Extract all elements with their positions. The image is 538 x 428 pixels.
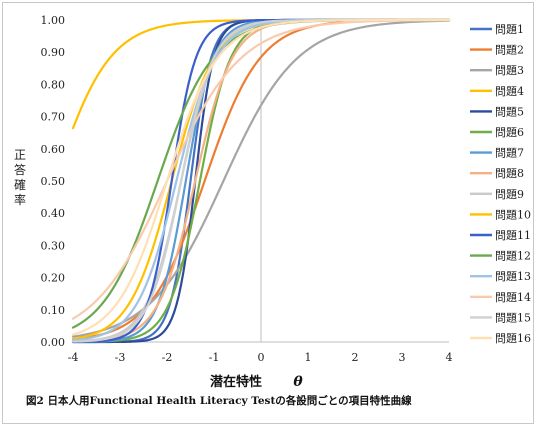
y-axis-label-char: 答 [14, 162, 26, 177]
plot-area [73, 20, 449, 343]
curves [71, 18, 451, 344]
legend-label: 問題1 [495, 23, 524, 36]
legend-label: 問題7 [495, 147, 524, 160]
legend-label: 問題11 [495, 229, 531, 242]
y-tick-label: 1.00 [41, 14, 66, 27]
x-tick-label: 3 [399, 351, 406, 364]
y-tick-label: 0.20 [41, 272, 66, 285]
legend: 問題1 問題2 問題3 問題4 問題5 問題6 問題7 問題8 問題9 問題10 問題11 問題12 問… [470, 23, 531, 345]
legend-label: 問題8 [495, 167, 524, 180]
x-axis-label: 潜在特性 [210, 374, 262, 390]
x-tick-label: -2 [162, 351, 173, 364]
legend-label: 問題12 [495, 250, 531, 263]
legend-label: 問題5 [495, 105, 524, 118]
y-axis-label-char: 率 [14, 192, 26, 207]
y-tick-label: 0.30 [41, 239, 66, 252]
y-tick-label: 0.40 [41, 207, 66, 220]
x-tick-label: 0 [258, 351, 265, 364]
x-tick-label: 1 [305, 351, 312, 364]
y-tick-label: 0.10 [41, 304, 66, 317]
y-tick-label: 0.80 [41, 78, 66, 91]
legend-label: 問題10 [495, 208, 531, 221]
legend-label: 問題9 [495, 188, 524, 201]
x-tick-label: 4 [446, 351, 453, 364]
figure-caption: 図2 日本人用Functional Health Literacy Testの各… [26, 394, 412, 407]
y-tick-label: 0.70 [41, 111, 66, 124]
legend-label: 問題3 [495, 64, 524, 77]
series-line [71, 19, 451, 338]
y-axis-label-char: 正 [14, 148, 26, 162]
x-tick-label: -1 [209, 351, 220, 364]
y-axis-label-char: 確 [14, 177, 26, 192]
y-axis-ticks: 0.00 0.10 0.20 0.30 0.40 0.50 0.60 0.70 0.80 0.90… [41, 14, 66, 349]
legend-label: 問題16 [495, 332, 531, 345]
legend-label: 問題4 [495, 85, 524, 98]
legend-label: 問題6 [495, 126, 524, 139]
x-tick-label: -3 [115, 351, 126, 364]
y-tick-label: 0.50 [41, 175, 66, 188]
chart-frame [2, 2, 534, 424]
y-tick-label: 0.60 [41, 143, 66, 156]
x-axis-ticks: -4 -3 -2 -1 0 1 2 3 4 [68, 351, 453, 364]
y-tick-label: 0.00 [41, 336, 66, 349]
legend-label: 問題13 [495, 270, 531, 283]
series-line [71, 18, 451, 336]
legend-label: 問題14 [495, 291, 531, 304]
x-tick-label: 2 [352, 351, 359, 364]
legend-label: 問題15 [495, 311, 531, 324]
x-axis-symbol: θ [293, 374, 303, 390]
x-tick-label: -4 [68, 351, 79, 364]
legend-label: 問題2 [495, 44, 524, 57]
y-tick-label: 0.90 [41, 46, 66, 59]
